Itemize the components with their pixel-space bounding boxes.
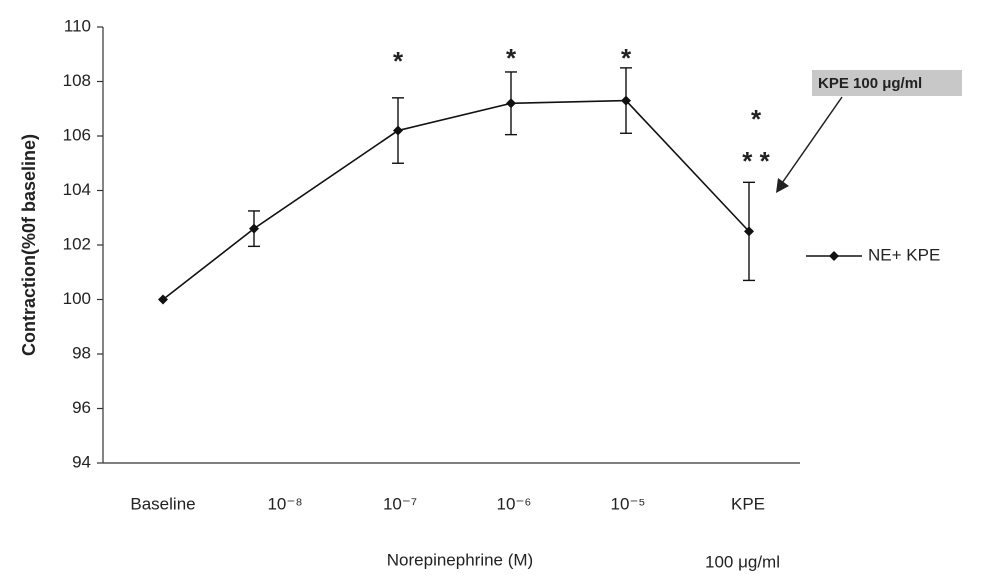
series-line [163, 101, 749, 300]
y-tick-label: 100 [63, 289, 91, 308]
significance-mark: * [621, 43, 632, 73]
x-axis-title: Norepinephrine (M) [387, 550, 533, 569]
x-tick-label: 10⁻⁵ [611, 494, 646, 513]
significance-mark: * * [742, 146, 770, 176]
x-tick-label: 10⁻⁷ [383, 494, 417, 513]
x-tick-label: Baseline [130, 494, 195, 513]
y-tick-label: 108 [63, 71, 91, 90]
arrow-head [776, 178, 789, 193]
y-tick-label: 98 [72, 343, 91, 362]
chart: Contraction(%0f baseline) Norepinephrine… [0, 0, 998, 574]
legend-label: NE+ KPE [868, 245, 940, 264]
y-tick-label: 96 [72, 398, 91, 417]
y-tick-label: 104 [63, 180, 91, 199]
y-tick-label: 102 [63, 234, 91, 253]
x-sublabel: 100 μg/ml [705, 552, 780, 571]
x-tick-label: KPE [731, 494, 765, 513]
point [393, 126, 403, 136]
legend-marker [829, 251, 839, 261]
y-tick-label: 94 [72, 452, 91, 471]
y-tick-label: 106 [63, 125, 91, 144]
significance-mark: * [751, 104, 762, 134]
point [506, 98, 516, 108]
x-tick-label: 10⁻⁸ [267, 494, 302, 513]
significance-mark: * [506, 43, 517, 73]
x-tick-label: 10⁻⁶ [497, 494, 532, 513]
significance-mark: * [393, 46, 404, 76]
callout-text: KPE 100 μg/ml [818, 75, 922, 92]
callout-arrow [780, 97, 842, 186]
y-tick-label: 110 [64, 16, 91, 35]
y-axis-title: Contraction(%0f baseline) [19, 134, 39, 356]
